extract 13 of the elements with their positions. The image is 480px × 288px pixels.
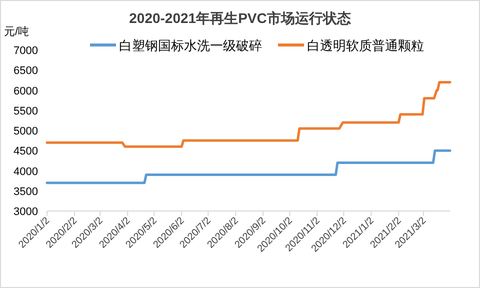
y-tick-label: 5000	[14, 126, 38, 138]
y-tick-label: 7000	[14, 45, 38, 57]
y-tick-label: 5500	[14, 105, 38, 118]
legend-label: 白塑钢国标水洗一级破碎	[119, 38, 262, 53]
y-tick-label: 3500	[14, 186, 38, 198]
chart-title: 2020-2021年再生PVC市场运行状态	[129, 10, 351, 26]
y-tick-label: 4500	[14, 146, 38, 158]
y-tick-label: 6500	[14, 65, 38, 78]
y-tick-label: 4000	[14, 166, 38, 178]
y-tick-label: 6000	[14, 85, 38, 98]
legend-label: 白透明软质普通颗粒	[307, 38, 424, 53]
y-axis-title: 元/吨	[4, 25, 30, 38]
y-tick-label: 3000	[14, 206, 38, 218]
